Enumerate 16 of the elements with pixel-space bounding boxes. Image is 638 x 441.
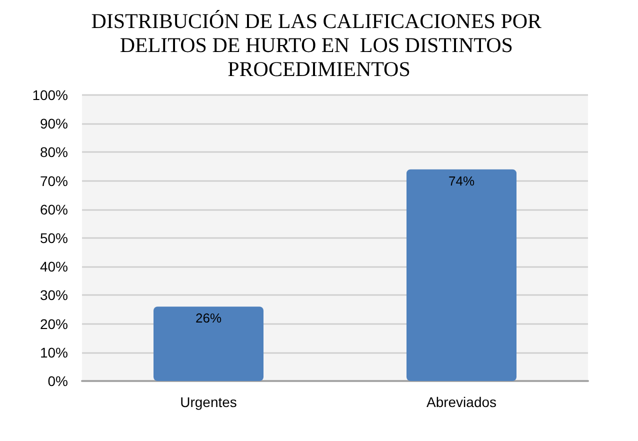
y-tick-label: 70% <box>40 172 68 189</box>
data-label: 26% <box>195 310 222 326</box>
y-tick-label: 30% <box>40 287 68 304</box>
y-tick-label: 80% <box>40 144 68 160</box>
chart-title: DISTRIBUCIÓN DE LAS CALIFICACIONES POR DELITOS DE HURTO EN LOS DISTINTOS PROCEDIMIENTOS <box>91 9 547 81</box>
y-tick-label: 0% <box>48 373 68 389</box>
x-tick-label: Abreviados <box>426 394 497 410</box>
y-tick-label: 100% <box>32 87 68 103</box>
y-tick-label: 60% <box>40 201 68 218</box>
y-tick-label: 20% <box>40 316 68 332</box>
x-tick-label: Urgentes <box>180 394 237 410</box>
y-tick-label: 10% <box>40 344 68 360</box>
y-tick-label: 90% <box>40 116 68 132</box>
y-tick-label: 50% <box>40 230 68 246</box>
y-tick-label: 40% <box>40 258 68 275</box>
data-label: 74% <box>448 173 475 188</box>
